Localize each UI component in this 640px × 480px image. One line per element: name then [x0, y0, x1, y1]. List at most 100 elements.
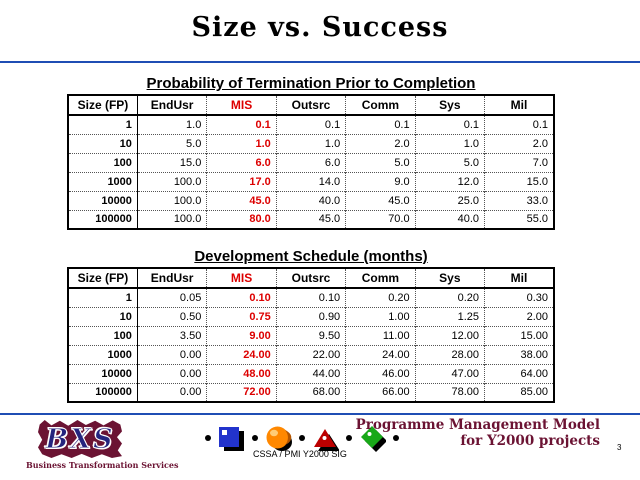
table-cell: 14.0 — [275, 171, 346, 191]
table-cell: 0.20 — [414, 288, 485, 307]
column-header: Mil — [484, 95, 554, 116]
table-row: 1 0.05 0.10 0.10 0.20 0.20 0.30 — [68, 288, 554, 307]
table-row: 100 15.0 6.0 6.0 5.0 5.0 7.0 — [68, 152, 554, 172]
table-cell: 12.00 — [414, 325, 485, 345]
table-cell: 17.0 — [206, 171, 277, 191]
column-header: EndUsr — [136, 95, 207, 116]
table-cell: 9.00 — [206, 325, 277, 345]
table-cell: 6.0 — [206, 152, 277, 172]
table-cell: 66.00 — [345, 382, 416, 402]
top-divider-rule — [0, 61, 640, 63]
probability-section: Probability of Termination Prior to Comp… — [67, 75, 555, 230]
table-cell: 5.0 — [345, 152, 416, 172]
column-header: Size (FP) — [68, 95, 138, 116]
table-cell: 80.0 — [206, 209, 277, 229]
bottom-divider-rule — [0, 413, 640, 415]
column-header: MIS — [206, 95, 277, 116]
table-cell: 47.00 — [414, 363, 485, 383]
column-header: Outsrc — [275, 95, 346, 116]
table-cell: 85.00 — [484, 382, 554, 402]
table-row: 10000 100.0 45.0 40.0 45.0 25.0 33.0 — [68, 190, 554, 210]
table-cell: 46.00 — [345, 363, 416, 383]
column-header: Mil — [484, 268, 554, 289]
bullet-dot-icon — [299, 435, 305, 441]
table-cell: 3.50 — [136, 325, 207, 345]
table-cell: 1.0 — [414, 133, 485, 153]
table-cell: 5.0 — [414, 152, 485, 172]
table-cell: 100.0 — [136, 209, 207, 229]
schedule-section: Development Schedule (months) Size (FP) E… — [67, 248, 555, 403]
table-cell: 100.0 — [136, 171, 207, 191]
table-cell: 0.1 — [484, 115, 554, 134]
table-cell: 1.00 — [345, 306, 416, 326]
column-header: Comm — [345, 95, 416, 116]
table-cell: 68.00 — [275, 382, 346, 402]
bullet-dot-icon — [346, 435, 352, 441]
table-cell: 12.0 — [414, 171, 485, 191]
table-cell: 78.00 — [414, 382, 485, 402]
table-cell: 100 — [68, 325, 138, 345]
table-cell: 10000 — [68, 363, 138, 383]
bullet-dot-icon — [393, 435, 399, 441]
red-triangle-icon — [314, 428, 339, 451]
table-cell: 28.00 — [414, 344, 485, 364]
table-row: 10 5.0 1.0 1.0 2.0 1.0 2.0 — [68, 133, 554, 153]
brand-tagline: Programme Management Model for Y2000 pro… — [356, 417, 600, 449]
table-cell: 1.25 — [414, 306, 485, 326]
table-cell: 45.0 — [206, 190, 277, 210]
table-row: 1000 0.00 24.00 22.00 24.00 28.00 38.00 — [68, 344, 554, 364]
table-cell: 44.00 — [275, 363, 346, 383]
shapes-strip — [205, 424, 399, 452]
green-diamond-icon — [361, 425, 386, 452]
bullet-dot-icon — [252, 435, 258, 441]
table-cell: 10 — [68, 306, 138, 326]
table-row: 10 0.50 0.75 0.90 1.00 1.25 2.00 — [68, 306, 554, 326]
table-cell: 2.0 — [345, 133, 416, 153]
table-row: 1000 100.0 17.0 14.0 9.0 12.0 15.0 — [68, 171, 554, 191]
table-cell: 1.0 — [206, 133, 277, 153]
table-cell: 0.50 — [136, 306, 207, 326]
table-cell: 7.0 — [484, 152, 554, 172]
header-row: Size (FP) EndUsr MIS Outsrc Comm Sys Mil — [68, 95, 554, 116]
schedule-table: Size (FP) EndUsr MIS Outsrc Comm Sys Mil 1 0.05 0… — [67, 267, 555, 403]
table-cell: 9.0 — [345, 171, 416, 191]
column-header: Size (FP) — [68, 268, 138, 289]
page-number: 3 — [617, 443, 622, 452]
table-cell: 0.05 — [136, 288, 207, 307]
brand-tagline-line2: for Y2000 projects — [460, 433, 600, 449]
table-cell: 0.30 — [484, 288, 554, 307]
table-cell: 0.10 — [206, 288, 277, 307]
table-cell: 1 — [125, 118, 132, 131]
table-cell: 5.0 — [136, 133, 207, 153]
column-header: MIS — [206, 268, 277, 289]
table-cell: 11.00 — [345, 325, 416, 345]
table-cell: 0.1 — [345, 115, 416, 134]
table-cell: 72.00 — [206, 382, 277, 402]
brand-tagline-line1: Programme Management Model — [355, 417, 600, 433]
table-cell: 48.00 — [206, 363, 277, 383]
table-cell: 0.00 — [136, 382, 207, 402]
table-cell: 15.0 — [484, 171, 554, 191]
table-cell: 24.00 — [206, 344, 277, 364]
table-cell: 38.00 — [484, 344, 554, 364]
table-cell: 1.0 — [275, 133, 346, 153]
cssa-caption: CSSA / PMI Y2000 SIG — [253, 449, 347, 459]
table-cell: 0.1 — [414, 115, 485, 134]
table-cell: 2.00 — [484, 306, 554, 326]
table-cell: 70.0 — [345, 209, 416, 229]
table-cell: 55.0 — [484, 209, 554, 229]
bts-logo-text: BXS — [45, 423, 115, 455]
table-cell: 40.0 — [275, 190, 346, 210]
column-header: EndUsr — [136, 268, 207, 289]
table-cell: 9.50 — [275, 325, 346, 345]
table-cell: 10000 — [68, 190, 138, 210]
table-cell: 6.0 — [275, 152, 346, 172]
table-cell: 24.00 — [345, 344, 416, 364]
blue-square-icon — [219, 426, 244, 451]
table-cell: 0.10 — [275, 288, 346, 307]
table-cell: 0.20 — [345, 288, 416, 307]
table-cell: 1.0 — [136, 115, 207, 134]
table-cell: 100000 — [68, 382, 138, 402]
table-cell: 100.0 — [136, 190, 207, 210]
bts-logo: BXS — [38, 420, 122, 458]
